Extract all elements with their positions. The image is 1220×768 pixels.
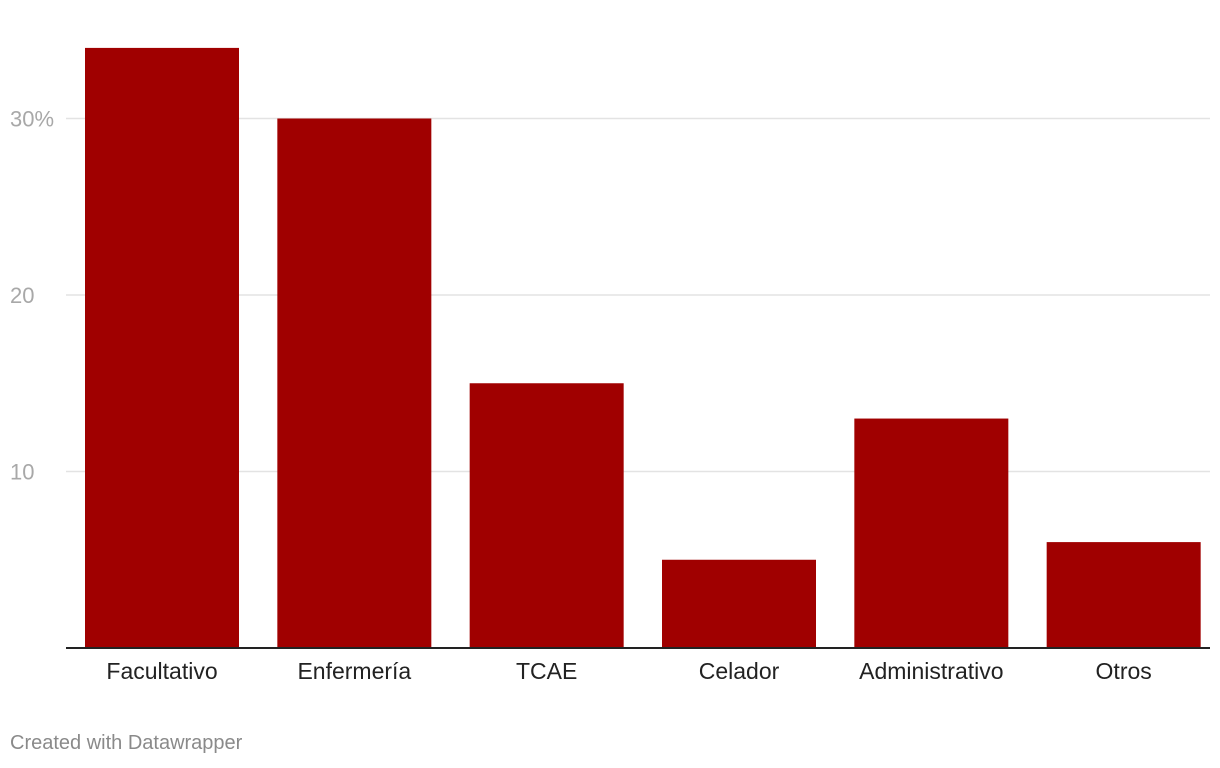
x-category-label: Enfermería [297, 658, 411, 684]
x-category-label: Facultativo [106, 658, 217, 684]
gridlines: 10 20 30% [10, 107, 1210, 485]
x-category-label: TCAE [516, 658, 577, 684]
bar [277, 118, 432, 648]
x-category-label: Otros [1096, 658, 1152, 684]
bar [469, 383, 624, 648]
bar [1046, 542, 1201, 648]
y-tick-label: 20 [10, 283, 34, 308]
bar [854, 418, 1009, 648]
bar [85, 47, 239, 648]
bar-chart: 10 20 30% Facultativo Enfermería TCAE Celador… [10, 47, 1210, 684]
bars [85, 47, 1201, 648]
category-labels: Facultativo Enfermería TCAE Celador Administ… [106, 658, 1151, 684]
credit-footer: Created with Datawrapper [10, 732, 243, 754]
y-tick-label: 10 [10, 460, 34, 485]
bar [662, 559, 816, 648]
x-category-label: Administrativo [859, 658, 1003, 684]
y-tick-label: 30% [10, 107, 54, 132]
x-category-label: Celador [699, 658, 780, 684]
